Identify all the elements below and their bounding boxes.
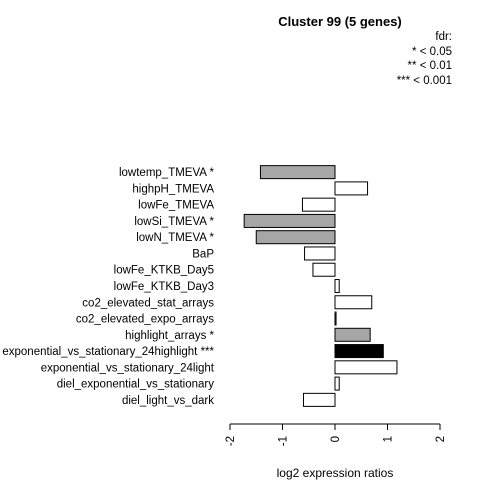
legend-entry: * < 0.05 (412, 45, 452, 58)
bar (243, 213, 336, 228)
legend-title: fdr: (435, 31, 452, 43)
bar (334, 327, 371, 342)
category-label: diel_light_vs_dark (122, 395, 214, 407)
bar (301, 197, 336, 212)
category-label: lowN_TMEVA * (136, 232, 214, 244)
category-label: lowFe_KTKB_Day5 (114, 265, 214, 277)
x-tick-label: 2 (435, 436, 447, 442)
category-label: exponential_vs_stationary_24light (41, 362, 215, 374)
category-label: diel_exponential_vs_stationary (57, 379, 215, 391)
legend-entry: ** < 0.01 (407, 60, 452, 72)
bar (312, 262, 336, 277)
bar (334, 295, 373, 310)
category-label: BaP (192, 248, 214, 260)
category-label: highlight_arrays * (125, 330, 214, 342)
category-label: lowFe_KTKB_Day3 (114, 281, 214, 293)
bar (334, 344, 384, 359)
chart-title: Cluster 99 (5 genes) (278, 14, 402, 29)
x-axis-label: log2 expression ratios (276, 466, 394, 480)
legend-entry: *** < 0.001 (396, 74, 452, 87)
bar (334, 181, 369, 196)
category-label: highpH_TMEVA (132, 183, 214, 195)
category-label: co2_elevated_expo_arrays (76, 314, 214, 326)
legend: fdr: * < 0.05 ** < 0.01 *** < 0.001 (397, 30, 452, 88)
bar (303, 392, 336, 407)
bar (334, 278, 340, 294)
category-label: exponential_vs_stationary_24highlight **… (2, 346, 214, 358)
bar (334, 360, 398, 375)
bar (334, 311, 337, 326)
x-tick-label: 1 (383, 436, 395, 442)
bar (334, 376, 340, 391)
x-tick-label: -1 (278, 436, 290, 446)
category-label: co2_elevated_stat_arrays (82, 297, 214, 309)
category-label: lowFe_TMEVA (138, 200, 214, 212)
bar (304, 246, 336, 261)
bar (255, 230, 336, 245)
category-label: lowSi_TMEVA * (134, 216, 214, 228)
x-tick-label: 0 (330, 436, 342, 442)
category-label: lowtemp_TMEVA * (119, 167, 215, 179)
bar (259, 165, 336, 180)
x-tick-label: -2 (225, 436, 237, 446)
